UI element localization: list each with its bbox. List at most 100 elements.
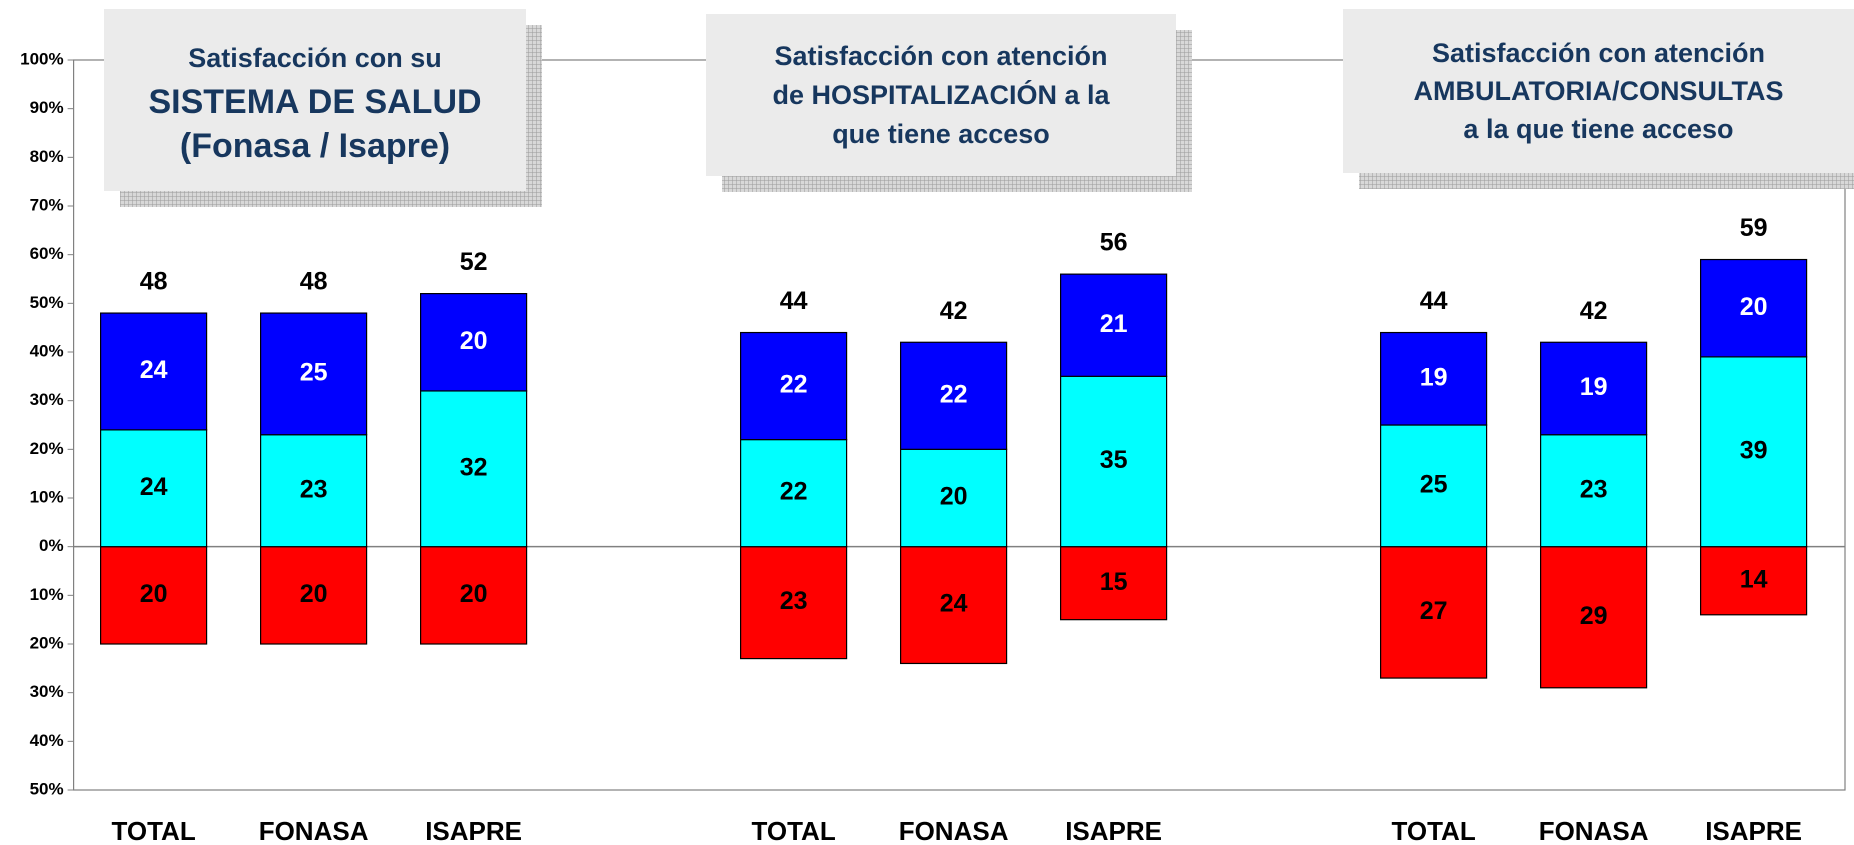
chart-title: (Fonasa / Isapre): [180, 127, 450, 165]
chart-title: Satisfacción con su: [188, 43, 442, 73]
chart-title: Satisfacción con atención: [1432, 38, 1765, 68]
data-label: 23: [1580, 475, 1608, 503]
x-tick-label: TOTAL: [111, 816, 195, 845]
data-label: 22: [780, 478, 808, 506]
data-label: 20: [140, 580, 168, 608]
title-box: Satisfacción con su SISTEMA DE SALUD (Fona…: [104, 9, 542, 207]
total-label: 48: [140, 268, 168, 296]
x-tick-label: ISAPRE: [1065, 816, 1162, 845]
data-label: 21: [1100, 310, 1128, 338]
y-tick-label: 70%: [30, 195, 64, 214]
title-box: Satisfacción con atención de HOSPITALIZAC…: [706, 14, 1192, 192]
x-tick-label: FONASA: [259, 816, 369, 845]
title-background: [104, 9, 526, 191]
data-label: 20: [460, 580, 488, 608]
bar-segment: [1539, 341, 1648, 436]
bar-segment: [1539, 546, 1648, 689]
data-label: 24: [140, 473, 168, 501]
data-label: 25: [300, 359, 328, 387]
y-tick-label: 90%: [30, 98, 64, 117]
data-label: 32: [460, 453, 488, 481]
data-label: 20: [460, 327, 488, 355]
chart-title: de HOSPITALIZACIÓN a la: [772, 79, 1110, 110]
chart-title: que tiene acceso: [832, 119, 1050, 149]
y-tick-label: 30%: [30, 390, 64, 409]
data-label: 23: [780, 587, 808, 615]
bar-segment: [1699, 546, 1808, 616]
bar-segment: [1059, 546, 1168, 621]
chart-title: a la que tiene acceso: [1463, 114, 1733, 144]
data-label: 20: [940, 483, 968, 511]
chart-title: Satisfacción con atención: [774, 41, 1107, 71]
total-label: 52: [460, 248, 488, 276]
data-label: 23: [300, 475, 328, 503]
y-tick-label: 0%: [39, 536, 64, 555]
x-tick-label: ISAPRE: [1705, 816, 1802, 845]
bar-segment: [739, 546, 848, 660]
data-label: 39: [1740, 436, 1768, 464]
data-label: 24: [940, 590, 968, 618]
title-background: [1343, 9, 1854, 173]
total-label: 56: [1100, 229, 1128, 257]
y-tick-label: 30%: [30, 682, 64, 701]
x-tick-label: TOTAL: [751, 816, 835, 845]
bar-segment: [899, 546, 1008, 665]
bar-segment: [1699, 356, 1808, 548]
data-label: 15: [1100, 568, 1128, 596]
total-label: 42: [940, 297, 968, 325]
y-tick-label: 50%: [30, 293, 64, 312]
data-label: 19: [1420, 363, 1448, 391]
bar-segment: [739, 439, 848, 548]
bar-segment: [260, 434, 368, 548]
total-label: 44: [780, 287, 808, 315]
bar-segment: [1379, 424, 1488, 548]
y-tick-label: 50%: [30, 779, 64, 798]
bar-segment: [420, 546, 528, 645]
y-tick-label: 40%: [30, 341, 64, 360]
y-tick-label: 60%: [30, 244, 64, 263]
bar-segment: [899, 448, 1008, 548]
bar-segment: [260, 312, 368, 436]
data-label: 20: [300, 580, 328, 608]
title-background: [706, 14, 1176, 176]
data-label: 24: [140, 356, 168, 384]
bar-segment: [1539, 434, 1648, 548]
total-label: 48: [300, 268, 328, 296]
total-label: 42: [1580, 297, 1608, 325]
bar-segment: [420, 390, 528, 548]
data-label: 22: [780, 371, 808, 399]
y-tick-label: 100%: [20, 49, 63, 68]
chart-title: SISTEMA DE SALUD: [148, 83, 481, 121]
data-label: 14: [1740, 565, 1768, 593]
title-box: Satisfacción con atención AMBULATORIA/CON…: [1343, 9, 1854, 189]
data-label: 35: [1100, 446, 1128, 474]
data-label: 27: [1420, 597, 1448, 625]
bar-segment: [1699, 258, 1808, 358]
total-label: 59: [1740, 214, 1768, 242]
data-label: 20: [1740, 293, 1768, 321]
bar-segment: [739, 331, 848, 441]
x-tick-label: FONASA: [1539, 816, 1649, 845]
data-label: 25: [1420, 470, 1448, 498]
y-tick-label: 20%: [30, 633, 64, 652]
data-label: 29: [1580, 602, 1608, 630]
y-tick-label: 20%: [30, 439, 64, 458]
y-tick-label: 80%: [30, 147, 64, 166]
bar-segment: [1059, 273, 1168, 377]
bar-segment: [899, 341, 1008, 450]
x-tick-label: ISAPRE: [425, 816, 522, 845]
bar-segment: [1059, 375, 1168, 548]
x-tick-label: FONASA: [899, 816, 1009, 845]
bar-segment: [420, 293, 528, 392]
x-tick-label: TOTAL: [1391, 816, 1475, 845]
data-label: 19: [1580, 373, 1608, 401]
y-tick-label: 40%: [30, 731, 64, 750]
bar-segment: [1379, 331, 1488, 426]
bar-segment: [99, 546, 208, 645]
y-tick-label: 10%: [30, 487, 64, 506]
bar-segment: [99, 429, 208, 548]
bar-segment: [99, 312, 208, 431]
chart-title: AMBULATORIA/CONSULTAS: [1414, 76, 1784, 106]
y-tick-label: 10%: [30, 585, 64, 604]
